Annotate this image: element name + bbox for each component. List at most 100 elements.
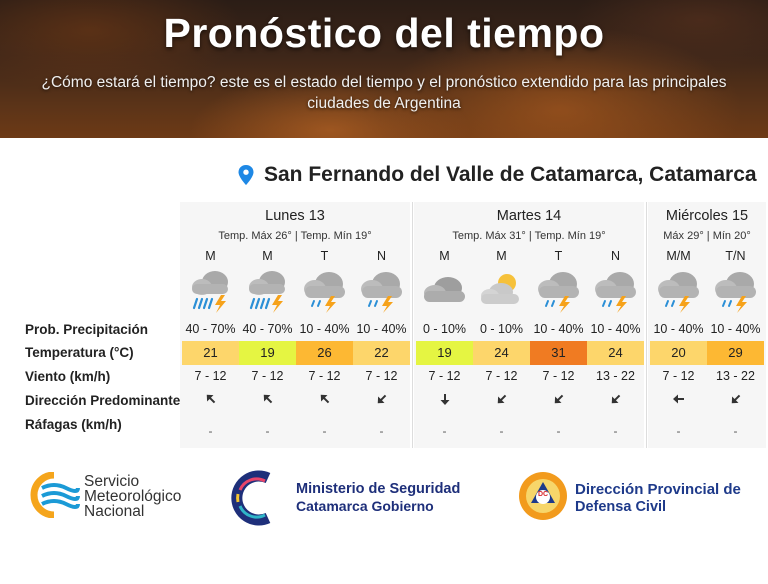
arrow-down-left-icon (353, 392, 410, 414)
period-label: M (439, 249, 450, 263)
period-label: M/M (666, 249, 691, 263)
precip-value: 10 - 40% (299, 322, 350, 336)
label-wind: Viento (km/h) (25, 369, 111, 384)
period-column: N 10 - 40% 22 7 - 12 - (353, 202, 410, 448)
temp-cell: 20 (650, 341, 707, 365)
temp-cell: 19 (239, 341, 296, 365)
temp-cell: 29 (707, 341, 764, 365)
period-column: T/N 10 - 40% 29 13 - 22 - (707, 202, 764, 448)
day-divider (412, 202, 413, 448)
arrow-left-icon (650, 392, 707, 414)
day-column: Lunes 13 Temp. Máx 26° | Temp. Mín 19° M… (180, 202, 410, 448)
precip-value: 10 - 40% (356, 322, 407, 336)
temp-cell: 22 (353, 341, 410, 365)
precip-value: 10 - 40% (590, 322, 641, 336)
page-subtitle: ¿Cómo estará el tiempo? este es el estad… (41, 74, 727, 112)
cloud-storm-icon (715, 272, 756, 313)
cloud-storm-icon (304, 272, 345, 313)
location-heading: San Fernando del Valle de Catamarca, Cat… (238, 160, 757, 190)
period-label: M (205, 249, 216, 263)
cloud-storm-icon (595, 272, 636, 313)
precip-value: 10 - 40% (533, 322, 584, 336)
arrow-up-left-icon (296, 392, 353, 414)
page-title: Pronóstico del tiempo (163, 10, 605, 56)
period-column: T 10 - 40% 26 7 - 12 - (296, 202, 353, 448)
footer-logos: Servicio Meteorológico Nacional Minister… (0, 460, 768, 540)
temp-cell: 24 (473, 341, 530, 365)
smn-name: Servicio Meteorológico Nacional (84, 473, 182, 520)
temp-cell: 21 (182, 341, 239, 365)
ministerio-logo-icon (231, 470, 271, 526)
precip-value: 0 - 10% (479, 322, 524, 336)
period-column: N 10 - 40% 24 13 - 22 - (587, 202, 644, 448)
period-label: T (554, 249, 563, 263)
day-temps: Máx 29° | Mín 20° (663, 230, 751, 242)
forecast-table: Lunes 13 Temp. Máx 26° | Temp. Mín 19° M… (180, 202, 766, 448)
period-column: M 40 - 70% 21 7 - 12 - (182, 202, 239, 448)
smn-logo-icon (30, 472, 80, 518)
wind-value: 7 - 12 (365, 369, 398, 383)
day-name: Martes 14 (496, 208, 562, 224)
cloud-storm-icon (658, 272, 699, 313)
gust-value: - (322, 424, 327, 438)
defensa-civil-name: Dirección Provincial de Defensa Civil (575, 481, 741, 515)
arrow-down-left-icon (707, 392, 764, 414)
gust-value: - (379, 424, 384, 438)
period-label: T/N (725, 249, 746, 263)
gust-value: - (676, 424, 681, 438)
precip-value: 40 - 70% (185, 322, 236, 336)
partly-cloudy-icon (481, 274, 519, 304)
label-direction: Dirección Predominante (25, 393, 181, 408)
temp-cell: 31 (530, 341, 587, 365)
wind-value: 7 - 12 (485, 369, 518, 383)
period-label: T (320, 249, 329, 263)
gust-value: - (613, 424, 618, 438)
cloud-storm-icon (538, 272, 579, 313)
gust-value: - (733, 424, 738, 438)
day-divider (646, 202, 647, 448)
gust-value: - (208, 424, 213, 438)
period-label: N (376, 249, 387, 263)
gust-value: - (442, 424, 447, 438)
day-column: Miércoles 15 Máx 29° | Mín 20° M/M 10 - … (648, 202, 766, 448)
gust-value: - (556, 424, 561, 438)
label-precipitation: Prob. Precipitación (25, 322, 149, 337)
period-column: M 0 - 10% 24 7 - 12 - (473, 202, 530, 448)
period-column: T 10 - 40% 31 7 - 12 - (530, 202, 587, 448)
precip-value: 10 - 40% (710, 322, 761, 336)
rain-storm-icon (192, 271, 228, 313)
period-label: N (610, 249, 621, 263)
wind-value: 13 - 22 (596, 369, 635, 383)
arrow-up-left-icon (182, 392, 239, 414)
defensa-badge: DC (537, 491, 549, 498)
label-temperature: Temperatura (°C) (25, 345, 134, 360)
arrow-down-left-icon (530, 392, 587, 414)
cloud-storm-icon (361, 272, 402, 313)
wind-value: 7 - 12 (542, 369, 575, 383)
arrow-down-left-icon (473, 392, 530, 414)
period-column: M 0 - 10% 19 7 - 12 - (416, 202, 473, 448)
precip-value: 0 - 10% (422, 322, 467, 336)
period-label: M (262, 249, 273, 263)
rain-storm-icon (249, 271, 285, 313)
period-label: M (496, 249, 507, 263)
ministerio-name: Ministerio de Seguridad Catamarca Gobier… (296, 481, 461, 514)
cloudy-icon (424, 277, 465, 302)
day-name: Miércoles 15 (665, 208, 749, 224)
day-column: Martes 14 Temp. Máx 31° | Temp. Mín 19° … (414, 202, 644, 448)
temp-cell: 24 (587, 341, 644, 365)
precip-value: 40 - 70% (242, 322, 293, 336)
temp-cell: 26 (296, 341, 353, 365)
gust-value: - (265, 424, 270, 438)
arrow-up-left-icon (239, 392, 296, 414)
wind-value: 7 - 12 (428, 369, 461, 383)
gust-value: - (499, 424, 504, 438)
day-temps: Temp. Máx 26° | Temp. Mín 19° (218, 230, 372, 242)
day-temps: Temp. Máx 31° | Temp. Mín 19° (452, 230, 606, 242)
precip-value: 10 - 40% (653, 322, 704, 336)
header-banner: Pronóstico del tiempo ¿Cómo estará el ti… (0, 0, 768, 138)
arrow-down-icon (416, 392, 473, 414)
defensa-civil-logo-icon (519, 472, 567, 520)
label-gusts: Ráfagas (km/h) (25, 417, 122, 432)
wind-value: 7 - 12 (194, 369, 227, 383)
